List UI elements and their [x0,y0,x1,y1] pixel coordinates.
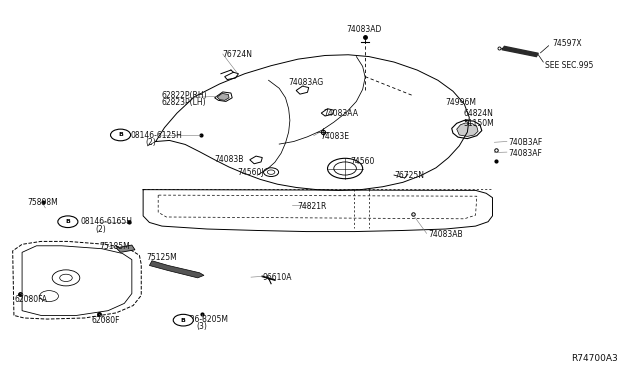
Text: 74560: 74560 [350,157,374,166]
Text: R74700A3: R74700A3 [571,353,618,363]
Text: 740B3AF: 740B3AF [508,138,543,147]
Text: 74083B: 74083B [214,155,243,164]
Text: 75125M: 75125M [147,253,177,262]
Text: 74083E: 74083E [320,132,349,141]
Polygon shape [217,93,229,100]
Text: 96610A: 96610A [262,273,292,282]
Text: B: B [181,318,186,323]
Text: (2): (2) [146,138,156,147]
Text: 64824N: 64824N [463,109,493,118]
Text: 62823P(LH): 62823P(LH) [162,98,207,108]
Text: 74083AD: 74083AD [346,25,381,34]
Text: 08146-6125H: 08146-6125H [131,131,182,140]
Circle shape [58,216,78,228]
Text: B: B [65,219,70,224]
Text: 75185M: 75185M [99,242,130,251]
Polygon shape [149,261,204,278]
Text: 62080FA: 62080FA [15,295,48,304]
Text: 74597X: 74597X [552,39,582,48]
Text: 08146-6165H: 08146-6165H [81,217,132,226]
Text: 74083AB: 74083AB [428,230,463,238]
Text: (3): (3) [196,322,207,331]
Text: 74560J: 74560J [237,168,264,177]
Circle shape [173,314,193,326]
Text: 74083AF: 74083AF [508,149,542,158]
Text: B: B [118,132,123,138]
Text: 74083AG: 74083AG [289,78,324,87]
Text: 51150M: 51150M [463,119,493,128]
Text: 75898M: 75898M [28,198,58,207]
Text: 62822P(RH): 62822P(RH) [162,91,207,100]
Text: 081B6-8205M: 081B6-8205M [175,315,228,324]
Text: 76724N: 76724N [222,49,252,58]
Text: SEE SEC.995: SEE SEC.995 [545,61,593,70]
Polygon shape [116,245,135,252]
Text: 76725N: 76725N [394,171,424,180]
Text: 74083AA: 74083AA [323,109,358,118]
Circle shape [111,129,131,141]
Polygon shape [502,46,538,57]
Polygon shape [457,123,478,137]
Text: 74996M: 74996M [445,98,476,107]
Text: 74821R: 74821R [298,202,327,211]
Text: 62080F: 62080F [92,317,120,326]
Text: (2): (2) [95,225,106,234]
